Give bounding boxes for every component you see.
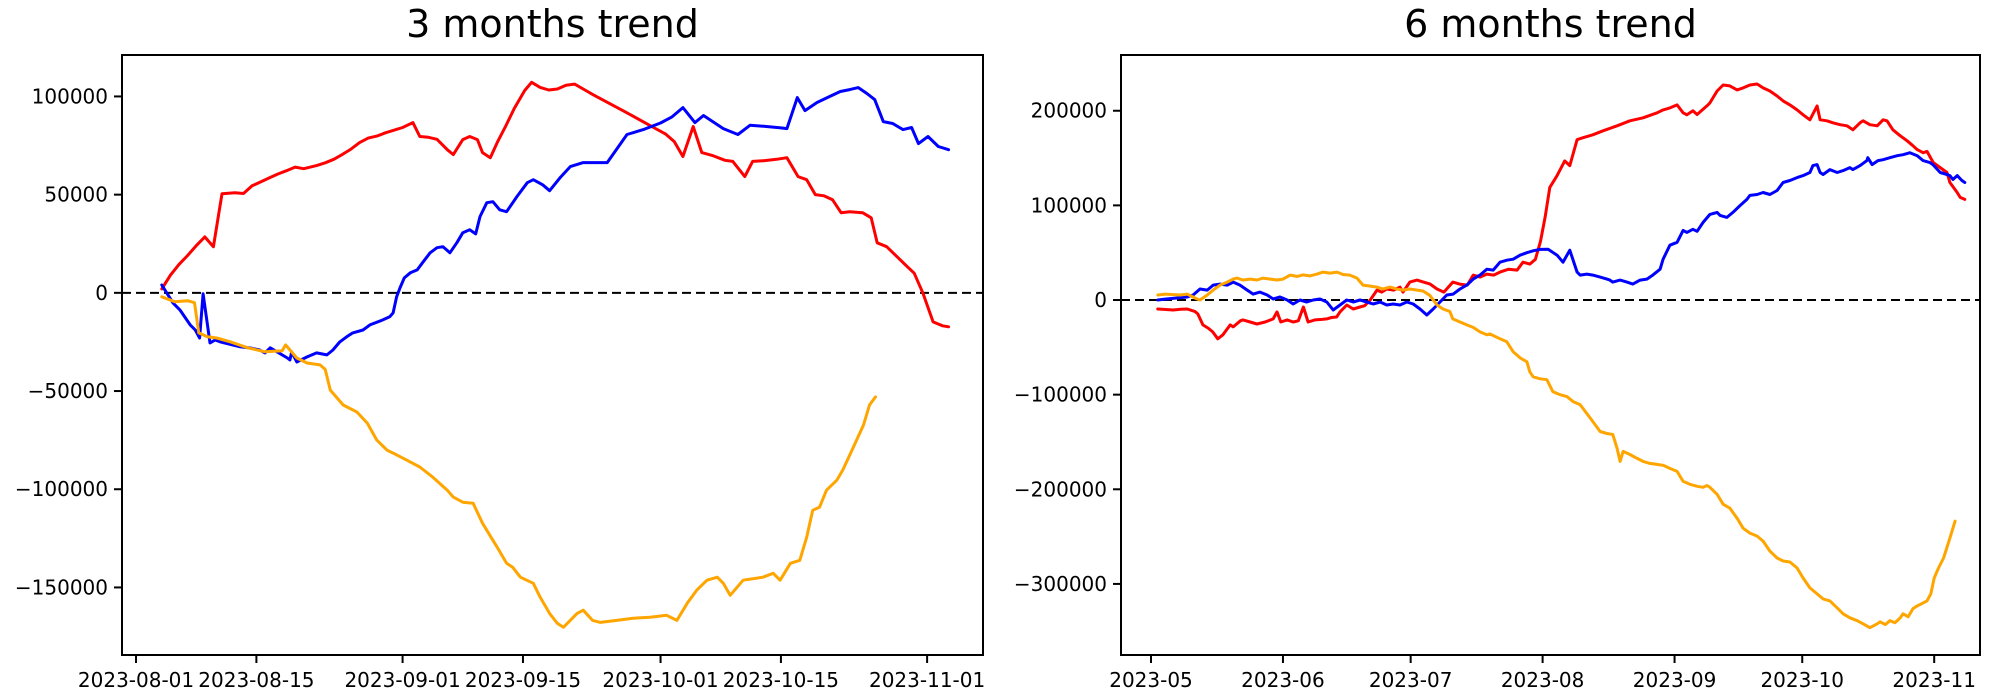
chart-title-3-months: 3 months trend (406, 2, 699, 46)
y-tick-label: −50000 (28, 379, 108, 403)
series-line-orange (1156, 270, 1957, 630)
y-tick-label: −200000 (1014, 477, 1107, 501)
x-tick-label: 2023-08-01 (78, 668, 194, 692)
x-tick-label: 2023-09-15 (465, 668, 581, 692)
y-tick-label: −100000 (15, 477, 108, 501)
x-tick-label: 2023-11-01 (869, 668, 985, 692)
y-tick-label: 200000 (1031, 99, 1107, 123)
chart-title-6-months: 6 months trend (1404, 2, 1697, 46)
y-tick-label: 0 (95, 281, 108, 305)
y-tick-label: −300000 (1014, 572, 1107, 596)
series-line-blue (160, 86, 951, 364)
x-tick-label: 2023-08-15 (198, 668, 314, 692)
x-tick-label: 2023-07 (1369, 668, 1453, 692)
y-tick-label: −100000 (1014, 383, 1107, 407)
series-line-blue (1156, 151, 1967, 317)
y-tick-label: 100000 (1031, 193, 1107, 217)
y-tick-label: −150000 (15, 575, 108, 599)
x-tick-label: 2023-10-15 (723, 668, 839, 692)
series-line-orange (160, 295, 877, 629)
plot-frame (1120, 54, 1981, 656)
y-tick-label: 100000 (32, 84, 108, 108)
x-tick-label: 2023-11 (1892, 668, 1976, 692)
x-tick-label: 2023-08 (1501, 668, 1585, 692)
series-line-red (1156, 82, 1967, 341)
x-tick-label: 2023-10-01 (602, 668, 718, 692)
x-tick-label: 2023-10 (1760, 668, 1844, 692)
x-tick-label: 2023-06 (1241, 668, 1325, 692)
x-tick-label: 2023-09-01 (344, 668, 460, 692)
series-line-red (160, 80, 951, 329)
x-tick-label: 2023-09 (1633, 668, 1717, 692)
y-tick-label: 0 (1094, 288, 1107, 312)
x-tick-label: 2023-05 (1109, 668, 1193, 692)
y-tick-label: 50000 (44, 183, 108, 207)
plot-frame (121, 54, 984, 656)
